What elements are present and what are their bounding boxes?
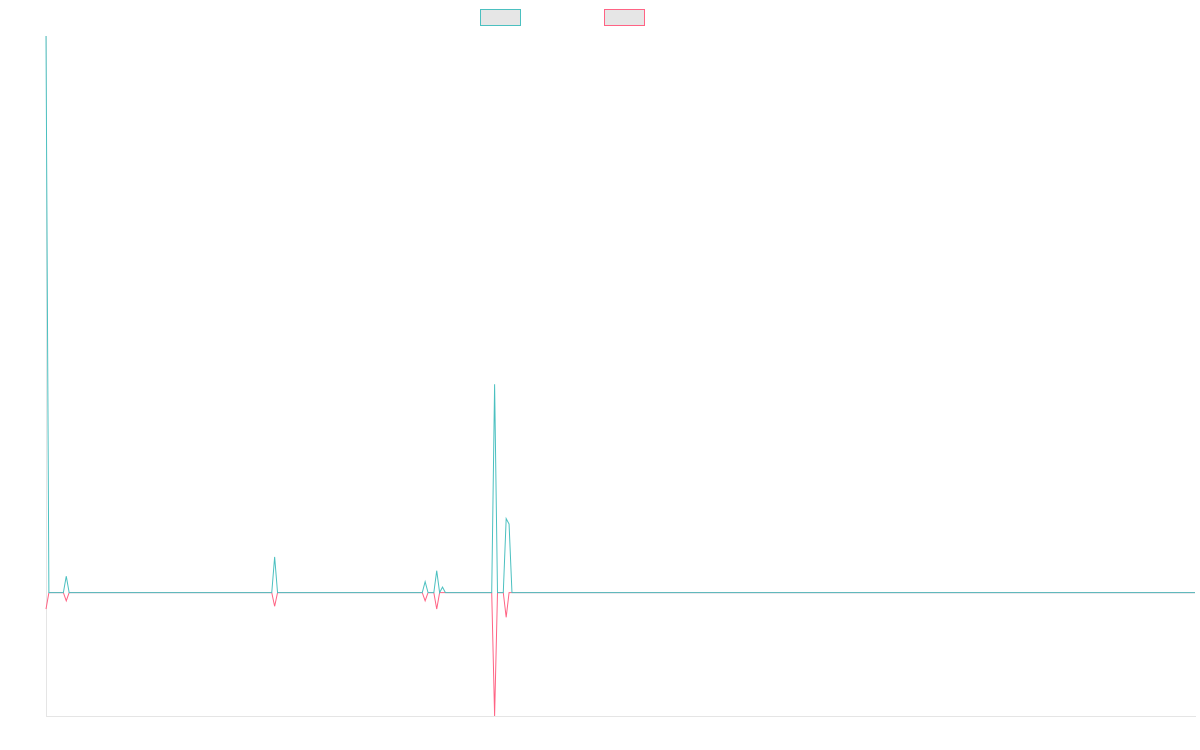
legend-swatch-series-2[interactable] [604,9,645,26]
series-2-line [45,592,1195,717]
legend-swatch-series-1[interactable] [480,9,521,26]
series-layer [45,35,1195,717]
legend [480,9,645,26]
series-1-line [45,35,1195,595]
plot-area [45,35,1196,717]
